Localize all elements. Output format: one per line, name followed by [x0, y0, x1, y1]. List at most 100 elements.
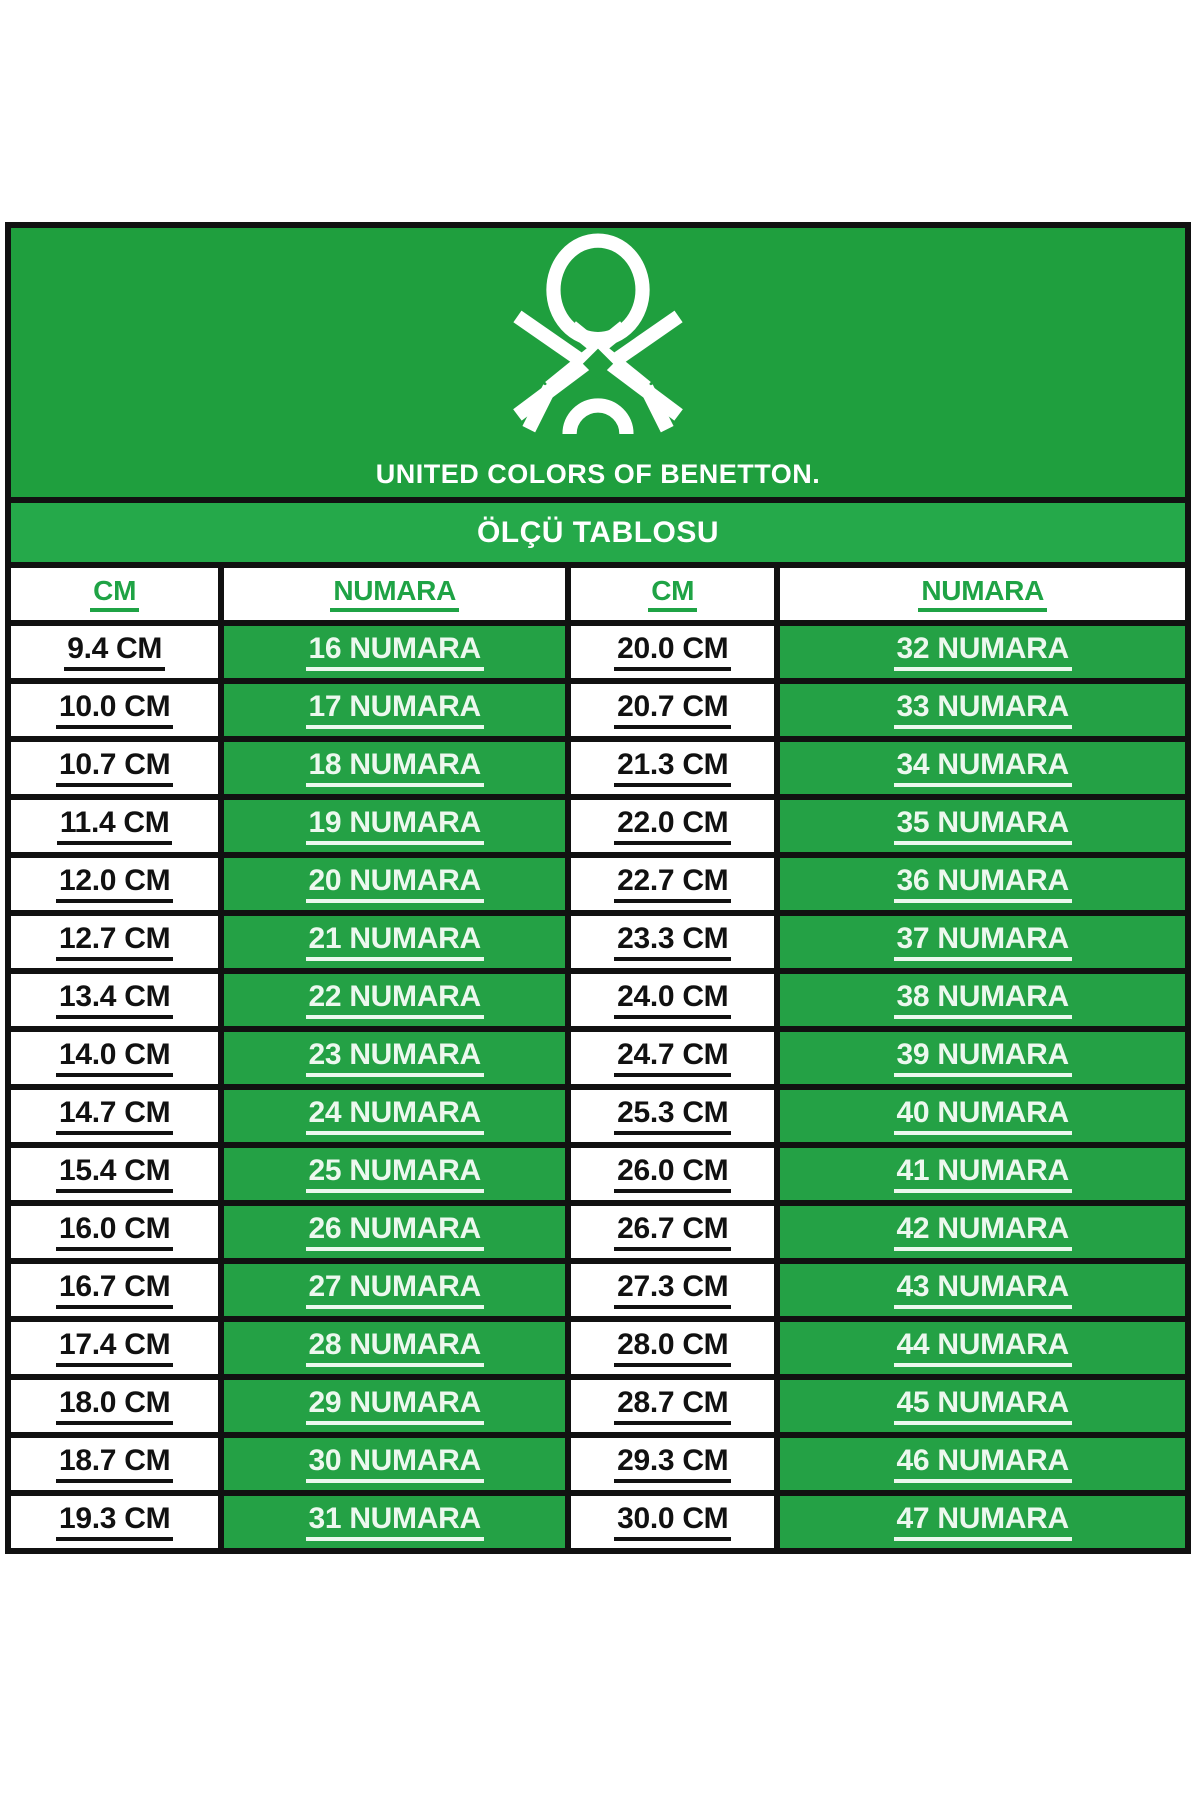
numara-cell: 44 NUMARA [780, 1322, 1185, 1374]
numara-cell: 45 NUMARA [780, 1380, 1185, 1432]
cm-cell: 14.0 CM [11, 1032, 219, 1084]
cm-value: 22.0 CM [614, 807, 732, 846]
cm-cell: 18.0 CM [11, 1380, 219, 1432]
cm-cell: 16.7 CM [11, 1264, 219, 1316]
numara-value: 34 NUMARA [893, 749, 1072, 788]
cm-value: 25.3 CM [614, 1097, 732, 1136]
cm-cell: 20.7 CM [571, 684, 775, 736]
numara-cell: 30 NUMARA [224, 1438, 566, 1490]
numara-value: 38 NUMARA [893, 981, 1072, 1020]
cm-cell: 28.7 CM [571, 1380, 775, 1432]
cm-cell: 29.3 CM [571, 1438, 775, 1490]
numara-cell: 19 NUMARA [224, 800, 566, 852]
table-title: ÖLÇÜ TABLOSU [476, 515, 720, 549]
numara-value: 19 NUMARA [305, 807, 484, 846]
cm-value: 22.7 CM [614, 865, 732, 904]
cm-cell: 21.3 CM [571, 742, 775, 794]
column-header-numara-left: NUMARA [224, 568, 566, 620]
numara-cell: 34 NUMARA [780, 742, 1185, 794]
cm-value: 15.4 CM [56, 1155, 174, 1194]
brand-header: UNITED COLORS OF BENETTON. [5, 222, 1191, 503]
cm-value: 16.0 CM [56, 1213, 174, 1252]
numara-value: 39 NUMARA [893, 1039, 1072, 1078]
brand-wordmark: UNITED COLORS OF BENETTON. [375, 459, 821, 489]
numara-value: 20 NUMARA [305, 865, 484, 904]
numara-value: 35 NUMARA [893, 807, 1072, 846]
cm-value: 18.0 CM [56, 1387, 174, 1426]
numara-cell: 29 NUMARA [224, 1380, 566, 1432]
numara-value: 41 NUMARA [893, 1155, 1072, 1194]
numara-cell: 35 NUMARA [780, 800, 1185, 852]
cm-value: 17.4 CM [56, 1329, 174, 1368]
numara-cell: 43 NUMARA [780, 1264, 1185, 1316]
numara-cell: 32 NUMARA [780, 626, 1185, 678]
column-header-label: CM [90, 575, 140, 613]
cm-value: 9.4 CM [64, 633, 166, 672]
column-header-label: NUMARA [330, 575, 459, 613]
numara-cell: 31 NUMARA [224, 1496, 566, 1548]
cm-value: 28.7 CM [614, 1387, 732, 1426]
numara-value: 27 NUMARA [305, 1271, 484, 1310]
numara-cell: 38 NUMARA [780, 974, 1185, 1026]
cm-cell: 12.7 CM [11, 916, 219, 968]
cm-cell: 27.3 CM [571, 1264, 775, 1316]
cm-value: 12.0 CM [56, 865, 174, 904]
numara-cell: 25 NUMARA [224, 1148, 566, 1200]
numara-cell: 46 NUMARA [780, 1438, 1185, 1490]
numara-cell: 28 NUMARA [224, 1322, 566, 1374]
numara-cell: 22 NUMARA [224, 974, 566, 1026]
cm-value: 30.0 CM [614, 1503, 732, 1542]
table-title-banner: ÖLÇÜ TABLOSU [5, 497, 1191, 568]
cm-cell: 22.7 CM [571, 858, 775, 910]
cm-value: 20.0 CM [614, 633, 732, 672]
numara-cell: 47 NUMARA [780, 1496, 1185, 1548]
cm-cell: 23.3 CM [571, 916, 775, 968]
cm-cell: 24.7 CM [571, 1032, 775, 1084]
cm-value: 24.0 CM [614, 981, 732, 1020]
numara-value: 40 NUMARA [893, 1097, 1072, 1136]
numara-value: 17 NUMARA [305, 691, 484, 730]
cm-cell: 28.0 CM [571, 1322, 775, 1374]
numara-value: 44 NUMARA [893, 1329, 1072, 1368]
cm-value: 14.7 CM [56, 1097, 174, 1136]
numara-cell: 33 NUMARA [780, 684, 1185, 736]
numara-value: 37 NUMARA [893, 923, 1072, 962]
cm-cell: 16.0 CM [11, 1206, 219, 1258]
numara-cell: 16 NUMARA [224, 626, 566, 678]
cm-value: 14.0 CM [56, 1039, 174, 1078]
numara-value: 42 NUMARA [893, 1213, 1072, 1252]
numara-value: 30 NUMARA [305, 1445, 484, 1484]
cm-value: 12.7 CM [56, 923, 174, 962]
cm-value: 10.7 CM [56, 749, 174, 788]
size-table: CM NUMARA CM NUMARA 9.4 CM 16 NUMARA 20.… [5, 562, 1191, 1554]
cm-cell: 10.0 CM [11, 684, 219, 736]
numara-cell: 23 NUMARA [224, 1032, 566, 1084]
cm-value: 26.0 CM [614, 1155, 732, 1194]
numara-cell: 18 NUMARA [224, 742, 566, 794]
cm-cell: 24.0 CM [571, 974, 775, 1026]
cm-value: 21.3 CM [614, 749, 732, 788]
numara-value: 43 NUMARA [893, 1271, 1072, 1310]
numara-cell: 21 NUMARA [224, 916, 566, 968]
cm-cell: 15.4 CM [11, 1148, 219, 1200]
numara-value: 47 NUMARA [893, 1503, 1072, 1542]
cm-cell: 20.0 CM [571, 626, 775, 678]
cm-cell: 26.7 CM [571, 1206, 775, 1258]
cm-cell: 30.0 CM [571, 1496, 775, 1548]
numara-cell: 27 NUMARA [224, 1264, 566, 1316]
numara-cell: 36 NUMARA [780, 858, 1185, 910]
cm-value: 10.0 CM [56, 691, 174, 730]
cm-cell: 10.7 CM [11, 742, 219, 794]
numara-cell: 39 NUMARA [780, 1032, 1185, 1084]
numara-value: 36 NUMARA [893, 865, 1072, 904]
cm-value: 16.7 CM [56, 1271, 174, 1310]
numara-value: 21 NUMARA [305, 923, 484, 962]
column-header-label: NUMARA [918, 575, 1048, 613]
numara-value: 23 NUMARA [305, 1039, 484, 1078]
numara-cell: 40 NUMARA [780, 1090, 1185, 1142]
numara-cell: 37 NUMARA [780, 916, 1185, 968]
cm-cell: 13.4 CM [11, 974, 219, 1026]
cm-cell: 26.0 CM [571, 1148, 775, 1200]
numara-value: 31 NUMARA [305, 1503, 484, 1542]
